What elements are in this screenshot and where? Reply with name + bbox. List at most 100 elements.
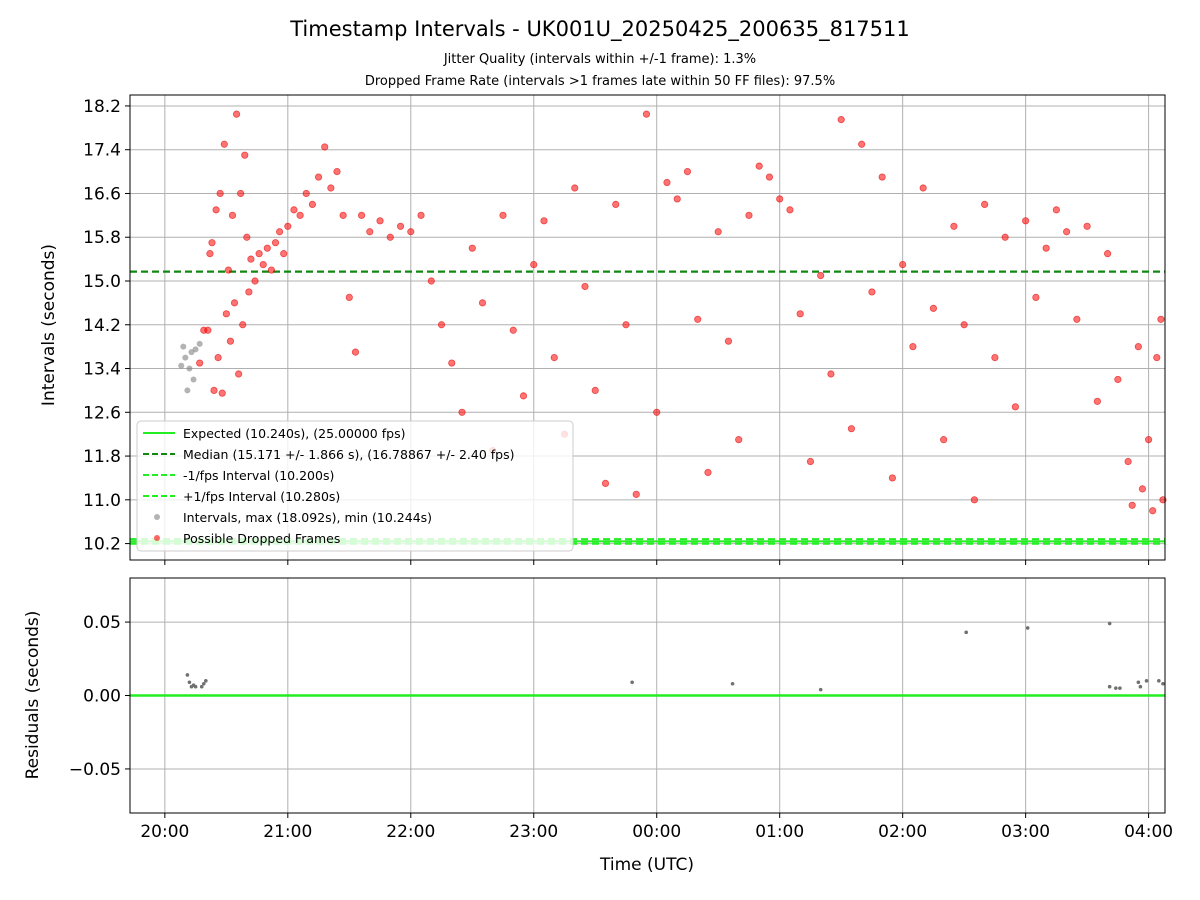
dropped-frame-point <box>259 260 267 269</box>
interval-point <box>178 362 185 369</box>
dropped-frame-point <box>396 222 405 230</box>
dropped-frame-point <box>899 260 907 269</box>
time-x-axis-label: Time (UTC) <box>599 855 694 875</box>
legend-dropped-label: Possible Dropped Frames <box>183 531 340 546</box>
legend-minus-fps-label: -1/fps Interval (10.200s) <box>183 468 334 483</box>
dropped-frame-point <box>765 173 774 181</box>
dropped-frame-point <box>622 321 630 329</box>
legend-plus-fps-label: +1/fps Interval (10.280s) <box>183 489 340 504</box>
residual-point <box>1114 686 1118 690</box>
dropped-frame-point <box>642 110 651 118</box>
dropped-frame-point <box>228 211 237 219</box>
dropped-frame-point <box>714 228 722 236</box>
legend-box <box>136 420 574 552</box>
legend-dropped-swatch <box>154 535 160 541</box>
dropped-frame-point <box>540 217 548 225</box>
dropped-frame-point <box>888 474 897 482</box>
dropped-frame-point <box>837 116 845 124</box>
dropped-frame-point <box>296 211 304 219</box>
dropped-frame-point <box>206 250 214 258</box>
dropped-frame-point <box>386 233 394 241</box>
dropped-frame-point <box>806 457 815 466</box>
residual-point <box>1107 684 1112 689</box>
dropped-frame-point <box>271 239 280 247</box>
time-x-tick-label: 00:00 <box>632 822 681 842</box>
residuals-y-axis-label: Residuals (seconds) <box>23 611 43 780</box>
residual-point <box>199 684 204 689</box>
residual-point <box>730 681 735 686</box>
dropped-frame-point <box>1138 485 1147 493</box>
dropped-frame-point <box>427 277 435 285</box>
residual-point <box>204 679 208 683</box>
dropped-frame-point <box>530 260 538 269</box>
dropped-frame-point <box>991 353 999 362</box>
dropped-frame-point <box>302 189 310 198</box>
dropped-frame-point <box>314 173 323 181</box>
dropped-frame-point <box>267 266 276 274</box>
dropped-frame-point <box>1093 397 1101 405</box>
residual-point <box>1107 621 1112 626</box>
intervals-plot-frame <box>129 94 1166 561</box>
intervals-y-tick-label: 18.2 <box>83 97 121 117</box>
dropped-frame-point <box>243 233 251 241</box>
dropped-frame-point <box>230 299 239 307</box>
dropped-frame-point <box>417 211 425 219</box>
dropped-frame-point <box>214 353 222 362</box>
dropped-frame-point <box>1083 222 1091 230</box>
residual-point <box>964 630 968 635</box>
dropped-frame-point <box>437 321 446 329</box>
dropped-frame-point <box>724 337 733 345</box>
dropped-frame-point <box>237 189 245 198</box>
dropped-frame-point <box>284 222 292 230</box>
residuals-y-tick-label: 0.00 <box>83 687 121 707</box>
dropped-frame-point <box>290 206 298 214</box>
dropped-frame-point <box>220 140 228 148</box>
residual-point <box>1144 679 1149 683</box>
dropped-frame-point <box>468 244 476 252</box>
dropped-frame-point <box>950 222 958 230</box>
dropped-frame-point <box>745 211 753 219</box>
dropped-frame-point <box>276 228 284 236</box>
dropped-frame-point <box>1001 233 1009 241</box>
chart-title: Timestamp Intervals - UK001U_20250425_20… <box>289 17 910 42</box>
dropped-frame-point <box>1149 507 1157 515</box>
dropped-frame-point <box>960 321 968 329</box>
dropped-frame-point <box>232 110 241 118</box>
dropped-frame-point <box>827 370 835 378</box>
dropped-frame-point <box>509 326 517 334</box>
dropped-frame-point <box>1063 228 1071 236</box>
dropped-frame-point <box>345 293 353 302</box>
dropped-frame-point <box>321 143 329 151</box>
residual-point <box>1025 626 1030 630</box>
dropped-frame-point <box>263 244 271 252</box>
subtitle-dropped-frame-rate: Dropped Frame Rate (intervals >1 frames … <box>365 74 835 89</box>
dropped-frame-point <box>704 468 712 477</box>
dropped-frame-point <box>247 255 255 263</box>
dropped-frame-point <box>1153 353 1161 362</box>
dropped-frame-point <box>251 277 259 285</box>
dropped-frame-point <box>218 389 226 397</box>
dropped-frame-point <box>970 496 978 504</box>
dropped-frame-point <box>519 392 528 400</box>
dropped-frame-point <box>366 228 374 236</box>
intervals-y-tick-label: 15.0 <box>83 272 121 292</box>
time-x-tick-label: 23:00 <box>509 822 558 842</box>
dropped-frame-point <box>612 200 620 209</box>
intervals-y-tick-label: 15.8 <box>83 228 121 248</box>
dropped-frame-point <box>776 195 784 203</box>
dropped-frame-point <box>919 184 927 192</box>
residual-point <box>630 680 634 685</box>
residual-point <box>201 681 206 686</box>
dropped-frame-point <box>1128 501 1136 509</box>
dropped-frame-point <box>683 167 692 176</box>
dropped-frame-point <box>245 288 253 296</box>
dropped-frame-point <box>694 315 702 323</box>
dropped-frame-point <box>1011 403 1019 411</box>
time-x-tick-label: 03:00 <box>1001 822 1050 842</box>
dropped-frame-point <box>499 211 507 219</box>
residuals-plot: 0.05 0.00 −0.05 20:00 21:00 22:00 23:00 00:00 01… <box>69 577 1173 842</box>
dropped-frame-point <box>224 266 232 274</box>
dropped-frame-point <box>868 288 876 296</box>
time-x-tick-label: 22:00 <box>386 822 435 842</box>
